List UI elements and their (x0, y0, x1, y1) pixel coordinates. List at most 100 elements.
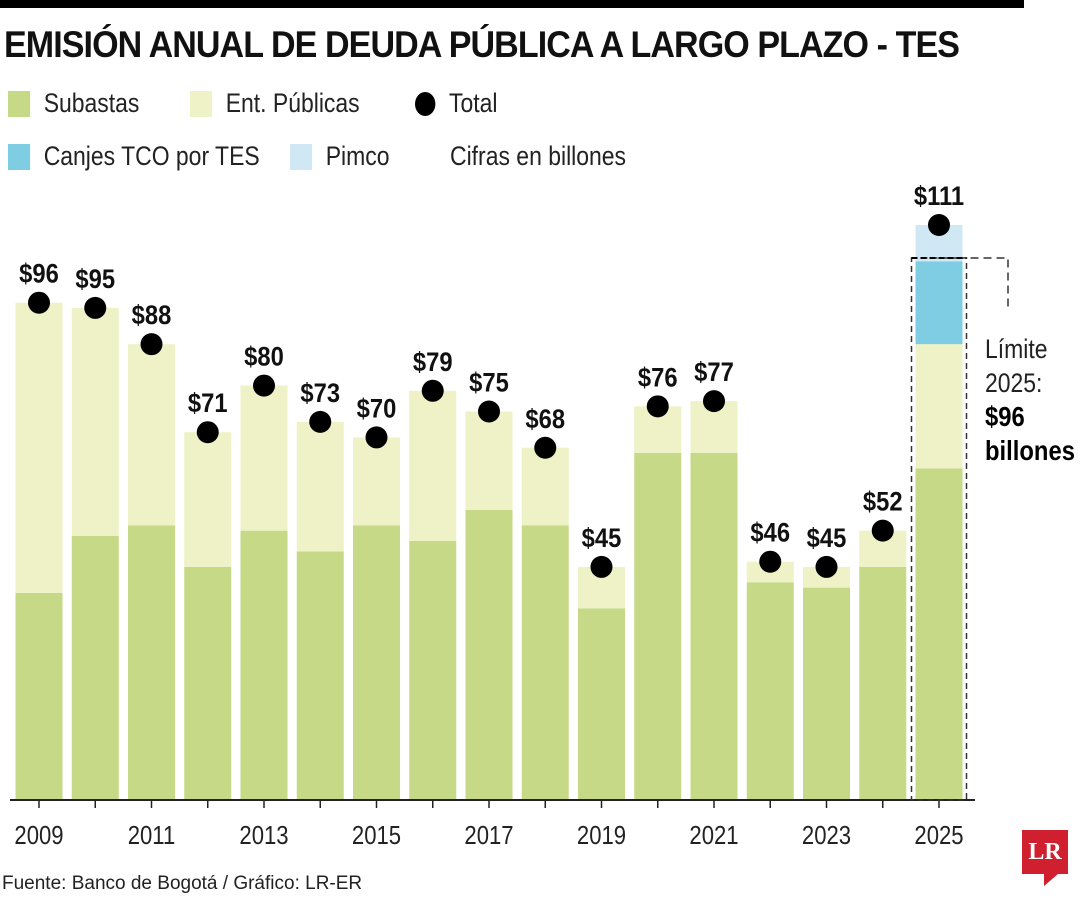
x-tick-label-2023: 2023 (802, 821, 851, 850)
bar-ent-p-blicas-2010 (71, 307, 119, 536)
total-label-2009: $96 (19, 259, 59, 289)
bar-subastas-2022 (746, 582, 794, 800)
legend-label: Ent. Públicas (225, 88, 360, 118)
total-label-2019: $45 (582, 524, 622, 554)
bar-subastas-2018 (521, 525, 569, 800)
x-tick-label-2017: 2017 (464, 821, 513, 850)
bar-ent-p-blicas-2009 (15, 302, 63, 593)
total-dot-2012 (196, 421, 219, 444)
total-label-2021: $77 (694, 358, 734, 388)
limit-value: $96 (985, 401, 1025, 432)
total-dot-2023 (815, 555, 838, 578)
legend-label: Total (449, 88, 498, 118)
bar-ent-p-blicas-2016 (409, 390, 457, 541)
legend-label: Canjes TCO por TES (43, 141, 260, 171)
x-tick-label-2009: 2009 (14, 821, 63, 850)
total-dot-2022 (759, 550, 782, 573)
total-dot-2013 (253, 374, 275, 397)
total-dot-2018 (534, 436, 557, 459)
total-dot-2025 (928, 214, 950, 237)
bar-subastas-2016 (409, 541, 457, 800)
x-tick-label-2015: 2015 (352, 821, 401, 850)
swatch-icon (190, 90, 213, 117)
chart-title: EMISIÓN ANUAL DE DEUDA PÚBLICA A LARGO P… (4, 24, 960, 65)
x-tick-label-2011: 2011 (128, 821, 175, 850)
bar-ent-p-blicas-2011 (128, 344, 175, 526)
x-tick-label-2013: 2013 (239, 821, 288, 850)
bar-subastas-2010 (71, 535, 119, 800)
bar-subastas-2011 (128, 525, 175, 800)
bar-subastas-2024 (859, 566, 907, 800)
bar-subastas-2015 (353, 525, 400, 800)
bar-ent-p-blicas-2018 (521, 447, 569, 526)
swatch-icon (8, 90, 31, 117)
bar-subastas-2025 (915, 468, 963, 800)
total-label-2011: $88 (132, 301, 172, 331)
bar-ent-p-blicas-2015 (353, 437, 400, 526)
lr-logo: LR (1022, 830, 1068, 874)
total-label-2012: $71 (188, 389, 228, 419)
total-label-2013: $80 (244, 342, 284, 372)
legend-ent-publicas: Ent. Públicas (190, 88, 360, 119)
limit-box (910, 257, 968, 801)
total-label-2014: $73 (300, 379, 340, 409)
limit-unit: billones (985, 435, 1075, 466)
legend-label: Subastas (43, 88, 140, 118)
bar-ent-p-blicas-2014 (296, 421, 344, 552)
legend-canjes: Canjes TCO por TES (8, 141, 260, 172)
source-note: Fuente: Banco de Bogotá / Gráfico: LR-ER (2, 873, 363, 894)
bar-subastas-2017 (465, 509, 513, 800)
total-dot-2024 (871, 519, 894, 542)
legend-subastas: Subastas (8, 88, 139, 119)
dot-icon (415, 91, 436, 116)
total-label-2022: $46 (750, 518, 790, 548)
x-tick-label-2025: 2025 (914, 821, 963, 850)
legend-pimco: Pimco (290, 141, 389, 172)
bar-subastas-2013 (240, 530, 288, 800)
total-dot-2021 (703, 390, 725, 413)
total-label-2010: $95 (75, 265, 115, 295)
bar-subastas-2023 (803, 587, 850, 800)
units-note: Cifras en billones (450, 141, 626, 172)
total-label-2020: $76 (638, 363, 678, 393)
x-tick-label-2019: 2019 (577, 821, 626, 850)
swatch-icon (8, 143, 31, 170)
bar-subastas-2012 (184, 566, 232, 800)
limit-annotation: Límite 2025: $96 billones (985, 332, 1075, 468)
total-label-2024: $52 (863, 487, 903, 517)
bar-ent-p-blicas-2017 (465, 411, 513, 510)
bar-subastas-2019 (578, 608, 625, 800)
swatch-icon (290, 143, 313, 170)
bar-subastas-2020 (634, 452, 682, 800)
top-rule (0, 0, 1024, 8)
total-label-2017: $75 (469, 368, 509, 398)
limit-connector (970, 257, 1009, 308)
legend-total: Total (415, 88, 497, 119)
legend-label: Pimco (325, 141, 390, 171)
total-label-2023: $45 (807, 524, 847, 554)
total-dot-2009 (28, 291, 50, 314)
total-dot-2014 (309, 410, 332, 433)
bar-subastas-2021 (690, 452, 738, 800)
bar-ent-p-blicas-2025 (915, 344, 963, 469)
bar-ent-p-blicas-2013 (240, 385, 288, 531)
limit-line2: 2025: (985, 368, 1043, 398)
bar-ent-p-blicas-2012 (184, 432, 232, 567)
x-tick-label-2021: 2021 (689, 821, 738, 850)
limit-line1: Límite (985, 334, 1048, 364)
total-dot-2019 (590, 555, 613, 578)
bar-subastas-2014 (296, 551, 344, 800)
total-label-2018: $68 (525, 404, 565, 434)
total-label-2025: $111 (914, 182, 964, 212)
total-dot-2015 (365, 426, 388, 449)
total-dot-2020 (646, 395, 669, 418)
bar-canjes-tco-por-tes-2025 (915, 261, 963, 345)
logo-tail (1044, 874, 1058, 886)
total-dot-2016 (421, 379, 444, 402)
total-dot-2017 (478, 400, 500, 423)
units-label: Cifras en billones (450, 141, 627, 171)
bar-subastas-2009 (15, 592, 63, 800)
total-label-2016: $79 (413, 347, 453, 377)
